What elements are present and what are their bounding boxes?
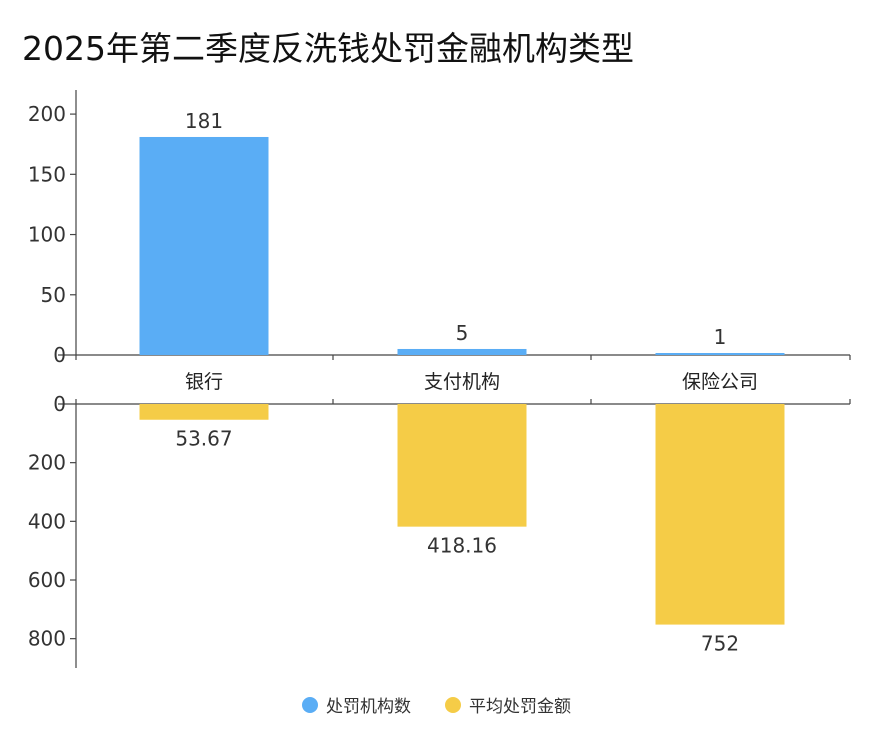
data-label-count: 1 [714,325,727,349]
bar-avg-amount [655,404,785,625]
top-y-tick-label: 200 [28,102,66,126]
legend-label-avg-amount: 平均处罚金额 [469,697,571,717]
top-y-tick-label: 150 [28,162,66,186]
bar-count [139,136,269,355]
legend-item-count[interactable]: 处罚机构数 [302,692,411,717]
data-label-avg-amount: 53.67 [175,427,232,451]
category-label: 支付机构 [424,371,500,393]
data-label-count: 181 [185,109,223,133]
legend-item-avg-amount[interactable]: 平均处罚金额 [445,692,571,717]
top-y-tick-label: 50 [41,283,66,307]
bar-count [397,348,527,355]
bottom-y-tick-label: 200 [28,451,66,475]
data-label-count: 5 [456,321,469,345]
bottom-y-tick-label: 800 [28,627,66,651]
category-label: 银行 [185,371,223,393]
bar-avg-amount [139,404,269,420]
legend: 处罚机构数 平均处罚金额 [0,692,873,717]
bottom-y-tick-label: 600 [28,568,66,592]
legend-marker-count [302,696,318,713]
legend-marker-avg-amount [445,696,461,713]
bar-avg-amount [397,404,527,527]
butterfly-bar-chart: 0 50 100 150 200 0 200 400 600 800 银行 支付机构 保险公司 181 5 1… [28,90,851,668]
category-label: 保险公司 [682,371,758,393]
chart-title: 2025年第二季度反洗钱处罚金融机构类型 [22,29,634,68]
data-label-avg-amount: 752 [701,632,739,656]
bottom-y-tick-label: 400 [28,509,66,533]
top-y-tick-label: 0 [53,343,66,367]
top-y-tick-label: 100 [28,223,66,247]
bottom-y-tick-label: 0 [53,392,66,416]
data-label-avg-amount: 418.16 [427,534,497,558]
legend-label-count: 处罚机构数 [326,697,411,717]
bar-count [655,353,785,355]
